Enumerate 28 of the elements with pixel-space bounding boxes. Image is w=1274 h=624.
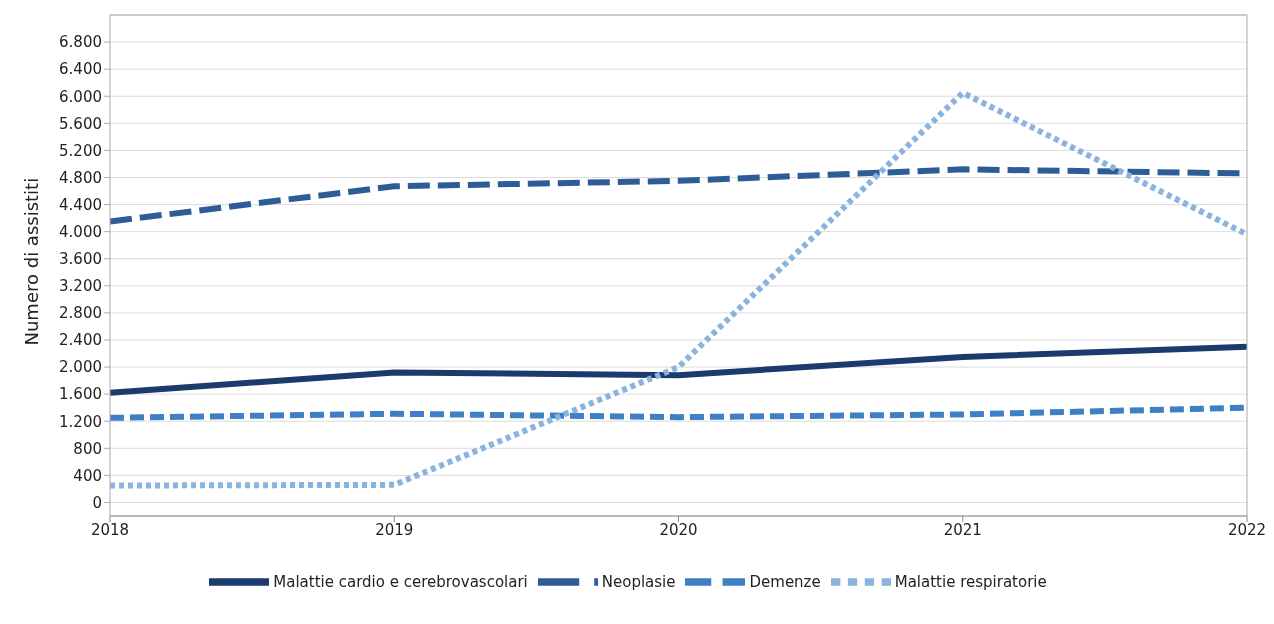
legend-label: Neoplasie <box>601 572 676 591</box>
x-tick-label: 2022 <box>1227 520 1267 539</box>
x-tick-label: 2021 <box>943 520 982 539</box>
x-tick-label: 2019 <box>375 520 414 539</box>
legend-label: Malattie respiratorie <box>894 572 1047 591</box>
y-tick-label: 2.400 <box>59 331 102 350</box>
y-tick-label: 800 <box>73 439 102 458</box>
y-tick-label: 6.000 <box>59 87 102 106</box>
y-tick-label: 2.800 <box>59 304 102 323</box>
y-tick-label: 3.200 <box>59 277 102 296</box>
y-tick-label: 6.400 <box>59 60 102 79</box>
x-tick-label: 2020 <box>659 520 698 539</box>
y-tick-label: 4.000 <box>59 222 102 241</box>
y-tick-label: 5.600 <box>59 114 102 133</box>
y-tick-label: 3.600 <box>59 250 102 269</box>
y-tick-label: 4.400 <box>59 195 102 214</box>
legend-label: Malattie cardio e cerebrovascolari <box>273 572 528 591</box>
y-axis-title: Numero di assistiti <box>21 177 43 346</box>
y-tick-label: 4.800 <box>59 168 102 187</box>
y-tick-label: 0 <box>92 493 102 512</box>
y-tick-label: 5.200 <box>59 141 102 160</box>
legend-label: Demenze <box>749 572 821 591</box>
y-tick-label: 6.800 <box>59 33 102 52</box>
y-tick-label: 2.000 <box>59 358 102 377</box>
x-tick-label: 2018 <box>90 520 130 539</box>
y-tick-label: 400 <box>73 466 102 485</box>
y-tick-label: 1.600 <box>59 385 102 404</box>
y-tick-label: 1.200 <box>59 412 102 431</box>
